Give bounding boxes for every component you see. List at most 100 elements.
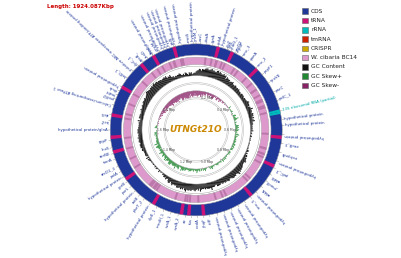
Text: yncM_1: yncM_1 (149, 36, 159, 51)
Wedge shape (180, 94, 183, 101)
Wedge shape (245, 152, 248, 154)
Wedge shape (176, 96, 180, 102)
Text: hypothetical protein: hypothetical protein (140, 13, 160, 50)
Wedge shape (172, 46, 178, 58)
Wedge shape (209, 166, 211, 169)
Wedge shape (189, 195, 191, 202)
Wedge shape (152, 182, 158, 189)
Wedge shape (140, 119, 143, 121)
Wedge shape (154, 165, 156, 166)
Wedge shape (219, 161, 221, 163)
Wedge shape (223, 158, 225, 160)
Wedge shape (214, 181, 217, 185)
Wedge shape (232, 85, 236, 90)
Wedge shape (196, 70, 198, 76)
Wedge shape (156, 146, 160, 148)
Wedge shape (222, 75, 227, 83)
Wedge shape (205, 183, 207, 188)
Wedge shape (165, 157, 169, 161)
Wedge shape (157, 123, 158, 124)
Wedge shape (186, 195, 189, 202)
Wedge shape (213, 72, 217, 79)
Wedge shape (154, 134, 158, 135)
Text: hypothetical protein: hypothetical protein (222, 7, 238, 46)
Wedge shape (141, 112, 144, 115)
Wedge shape (230, 149, 233, 150)
Wedge shape (207, 92, 208, 94)
Wedge shape (184, 167, 186, 171)
Wedge shape (156, 166, 157, 167)
Wedge shape (235, 130, 238, 131)
Wedge shape (190, 91, 192, 96)
Wedge shape (163, 152, 165, 154)
Text: hypothetical protein: hypothetical protein (87, 176, 123, 201)
Wedge shape (240, 160, 244, 164)
Text: smc_2: smc_2 (256, 56, 268, 68)
Wedge shape (249, 141, 250, 142)
Wedge shape (158, 147, 162, 149)
Wedge shape (154, 132, 157, 133)
Wedge shape (178, 182, 181, 188)
Wedge shape (219, 98, 220, 100)
Bar (302, 9, 308, 14)
Wedge shape (239, 163, 243, 167)
Wedge shape (167, 103, 170, 106)
Wedge shape (214, 95, 215, 97)
Wedge shape (221, 74, 225, 82)
Wedge shape (110, 44, 282, 216)
Wedge shape (255, 99, 263, 104)
Wedge shape (235, 125, 239, 126)
Wedge shape (158, 147, 161, 149)
Wedge shape (213, 192, 217, 200)
Wedge shape (174, 97, 178, 102)
Text: hypothetical protein: hypothetical protein (285, 121, 324, 127)
Wedge shape (234, 168, 241, 174)
Wedge shape (255, 99, 263, 103)
Wedge shape (211, 166, 213, 169)
Wedge shape (181, 75, 182, 78)
Wedge shape (207, 93, 209, 96)
Wedge shape (235, 135, 236, 136)
Wedge shape (140, 142, 144, 144)
Wedge shape (188, 91, 190, 96)
Wedge shape (235, 89, 240, 93)
Wedge shape (158, 123, 159, 124)
Circle shape (164, 98, 229, 162)
Wedge shape (183, 183, 185, 188)
Wedge shape (249, 142, 250, 144)
Wedge shape (224, 77, 228, 84)
Wedge shape (162, 172, 163, 173)
Wedge shape (140, 146, 145, 148)
Wedge shape (190, 73, 191, 76)
Wedge shape (156, 130, 157, 131)
Wedge shape (198, 70, 199, 76)
Wedge shape (145, 98, 150, 102)
Wedge shape (211, 70, 214, 78)
Wedge shape (187, 168, 188, 169)
Wedge shape (244, 101, 249, 105)
Wedge shape (210, 182, 213, 190)
Wedge shape (180, 182, 182, 189)
Wedge shape (162, 173, 164, 175)
Wedge shape (250, 134, 251, 135)
Text: acrNE: acrNE (99, 152, 111, 159)
Wedge shape (142, 105, 147, 108)
Wedge shape (173, 60, 177, 68)
Wedge shape (139, 141, 143, 143)
Wedge shape (250, 131, 251, 132)
Wedge shape (150, 180, 156, 187)
Wedge shape (213, 181, 216, 186)
Wedge shape (235, 131, 237, 132)
Wedge shape (179, 94, 181, 98)
Text: 23S ribosomal RNA (partial): 23S ribosomal RNA (partial) (282, 96, 336, 112)
Wedge shape (141, 108, 146, 111)
Wedge shape (214, 164, 215, 165)
Wedge shape (213, 181, 215, 187)
Wedge shape (178, 75, 180, 78)
Wedge shape (222, 101, 224, 103)
Wedge shape (138, 122, 142, 124)
Circle shape (110, 44, 282, 216)
Wedge shape (157, 146, 161, 148)
Text: 0.4 Mbp: 0.4 Mbp (217, 108, 229, 112)
Wedge shape (180, 166, 182, 171)
